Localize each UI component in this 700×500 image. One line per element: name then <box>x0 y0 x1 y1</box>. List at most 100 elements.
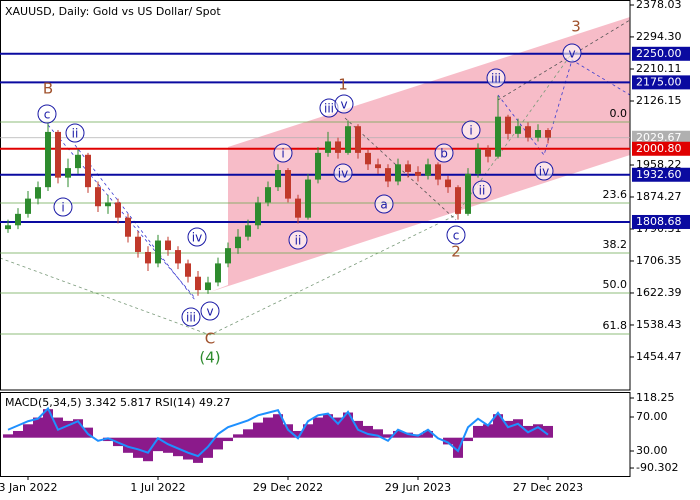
price-box-label: 2175.00 <box>636 75 682 88</box>
chart-title: XAUUSD, Daily: Gold vs US Dollar/ Spot <box>5 5 221 18</box>
candle-body <box>475 149 481 174</box>
wave-circle <box>374 194 394 214</box>
candle-body <box>435 164 441 180</box>
macd-bar <box>23 424 33 438</box>
candle-body <box>375 164 381 169</box>
macd-bar <box>223 437 233 442</box>
wave-circle <box>446 225 466 245</box>
price-box-label: 2000.80 <box>636 142 682 155</box>
macd-bar <box>263 417 273 438</box>
wave-label: iv <box>539 165 549 179</box>
candle-body <box>55 131 61 178</box>
x-tick-label: 29 Dec 2022 <box>253 481 323 494</box>
macd-bar <box>463 437 473 442</box>
candle-body <box>175 250 181 264</box>
candle-body <box>535 130 541 138</box>
macd-bar <box>13 430 23 438</box>
wave-circle <box>534 161 554 181</box>
wave-label: i <box>61 201 64 215</box>
candle-body <box>355 126 361 153</box>
main-frame <box>0 0 631 391</box>
x-tick-label: 1 Jul 2022 <box>130 481 185 494</box>
macd-bar <box>453 437 463 458</box>
wave-label: B <box>43 80 53 98</box>
wave-label: v <box>568 47 575 61</box>
candle-body <box>235 236 241 249</box>
wave-circle <box>37 104 57 124</box>
candle-body <box>205 282 211 291</box>
wave-label: 1 <box>338 76 348 94</box>
wave-circle <box>181 307 201 327</box>
macd-bar <box>153 437 163 452</box>
price-box <box>632 130 690 145</box>
candle-body <box>45 131 51 188</box>
candle-body <box>345 126 351 153</box>
candle-body <box>105 202 111 207</box>
macd-bar <box>393 430 403 438</box>
macd-bar <box>313 417 323 438</box>
wave-label: C <box>205 330 215 348</box>
wave-label: b <box>440 147 448 161</box>
y-tick-label: 118.25 <box>636 391 675 404</box>
candle-body <box>395 164 401 182</box>
candle-body <box>275 170 281 188</box>
wave-label: 2 <box>451 243 461 261</box>
macd-bar <box>473 425 483 438</box>
price-box-label: 1808.68 <box>636 215 682 228</box>
wave-label: 3 <box>571 18 581 36</box>
trend-channel <box>210 17 630 292</box>
macd-bar <box>103 437 113 442</box>
candle-body <box>215 263 221 283</box>
candle-body <box>365 152 371 165</box>
candle-body <box>285 170 291 199</box>
candle-body <box>455 187 461 214</box>
wave-circle <box>53 197 73 217</box>
candle-body <box>385 168 391 182</box>
y-tick-label: 2294.30 <box>636 30 682 43</box>
y-tick-label: 1622.39 <box>636 286 682 299</box>
candle-body <box>165 240 171 251</box>
candle-body <box>415 171 421 176</box>
wave-label: ii <box>479 184 486 198</box>
wave-label: c <box>44 108 51 122</box>
wave-label: iii <box>324 102 334 116</box>
candle-body <box>245 225 251 237</box>
candle-body <box>515 126 521 134</box>
price-box <box>632 46 690 61</box>
wave-circle <box>434 143 454 163</box>
wave-circle <box>334 94 354 114</box>
y-tick-label: 2210.11 <box>636 62 682 75</box>
y-tick-label: 70.00 <box>636 410 668 423</box>
price-box-label: 2029.67 <box>636 131 682 144</box>
candle-body <box>125 217 131 237</box>
candle-body <box>95 187 101 207</box>
indicator-frame <box>0 392 631 477</box>
macd-bar <box>183 437 193 460</box>
candle-body <box>405 164 411 172</box>
macd-bar <box>213 437 223 450</box>
candle-body <box>295 198 301 218</box>
wave-label: v <box>340 98 347 112</box>
candle-body <box>495 116 501 157</box>
macd-bar <box>133 437 143 458</box>
macd-bar <box>3 434 13 438</box>
wave-label: iii <box>491 72 501 86</box>
wave-circle <box>187 227 207 247</box>
wave-label: ii <box>72 127 79 141</box>
macd-bar <box>533 424 543 438</box>
fib-label: 50.0 <box>603 278 628 291</box>
y-tick-label: 2378.03 <box>636 0 682 11</box>
fib-label: 23.6 <box>603 188 628 201</box>
wave-label: i <box>469 124 472 138</box>
candle-body <box>145 251 151 264</box>
macd-bar <box>123 437 133 453</box>
macd-bar <box>233 434 243 438</box>
x-tick-label: 27 Dec 2023 <box>513 481 583 494</box>
candle-body <box>315 152 321 180</box>
candle-body <box>445 179 451 188</box>
macd-bar <box>483 424 493 438</box>
candle-body <box>185 263 191 277</box>
candle-body <box>25 198 31 214</box>
macd-bar <box>423 430 433 438</box>
rsi-line <box>7 406 549 458</box>
